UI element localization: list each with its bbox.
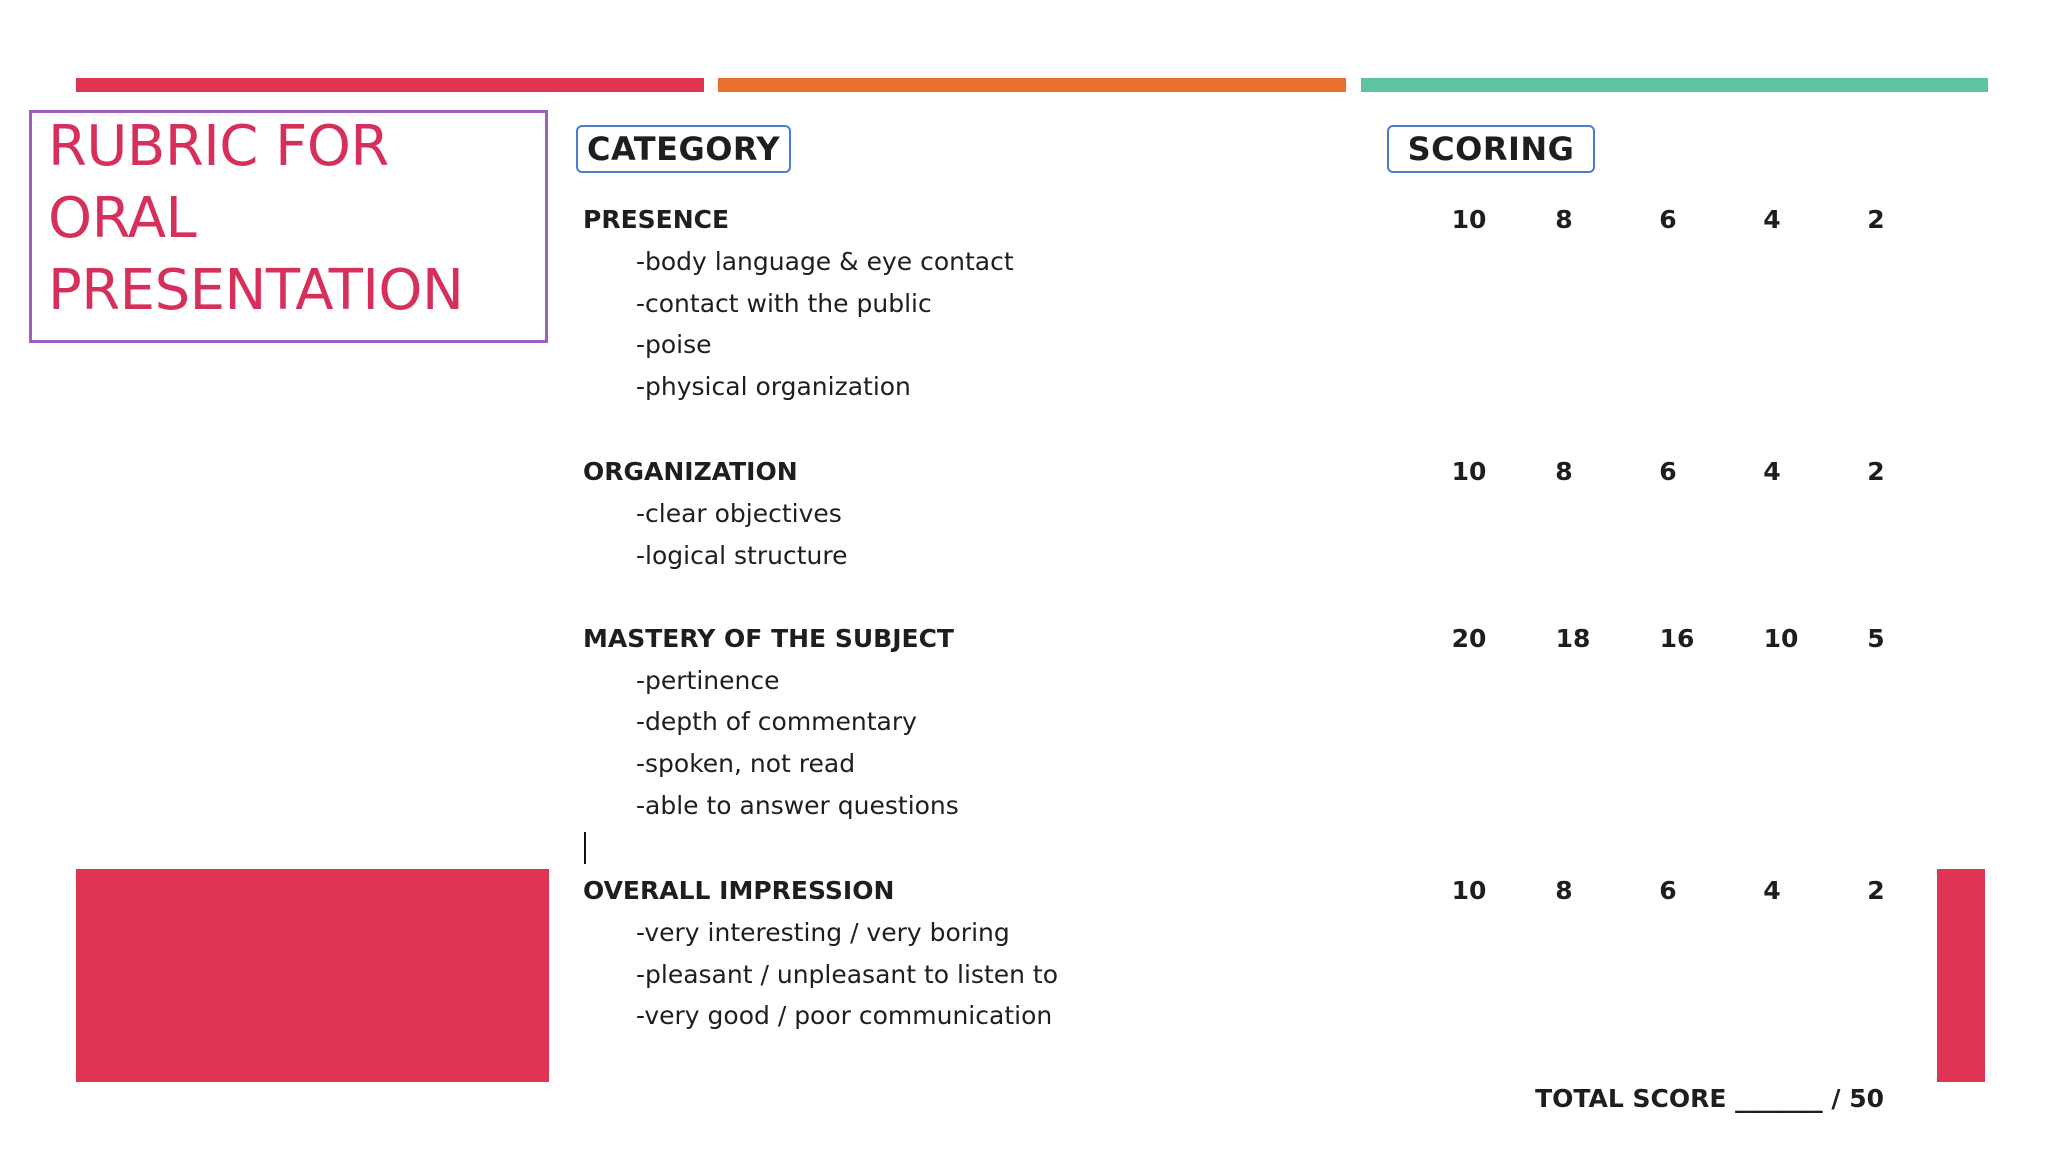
accent-block-right [1937, 869, 1985, 1082]
category-item: -able to answer questions [636, 791, 959, 820]
score-value: 20 [1451, 624, 1487, 653]
score-value: 10 [1451, 205, 1487, 234]
score-value: 6 [1659, 205, 1677, 234]
score-value: 2 [1867, 205, 1885, 234]
score-value: 4 [1763, 457, 1781, 486]
category-header: CATEGORY [576, 125, 791, 173]
title-line-1: RUBRIC FOR [48, 114, 389, 179]
scoring-header: SCORING [1387, 125, 1595, 173]
score-value: 8 [1555, 876, 1573, 905]
score-value: 4 [1763, 876, 1781, 905]
category-item: -spoken, not read [636, 749, 856, 778]
title-line-2: ORAL [48, 186, 197, 251]
category-item: -poise [636, 330, 712, 359]
top-bar-teal [1361, 78, 1988, 92]
total-score: TOTAL SCORE _______ / 50 [1535, 1084, 1884, 1113]
category-item: -contact with the public [636, 289, 932, 318]
category-item: -depth of commentary [636, 707, 917, 736]
top-bar-red [76, 78, 704, 92]
score-value: 6 [1659, 876, 1677, 905]
title-box: RUBRIC FOR ORAL PRESENTATION [29, 110, 548, 343]
category-item: -clear objectives [636, 499, 842, 528]
category-item: -physical organization [636, 372, 911, 401]
score-value: 2 [1867, 876, 1885, 905]
category-title: MASTERY OF THE SUBJECT [583, 624, 954, 653]
score-value: 2 [1867, 457, 1885, 486]
category-item: -pertinence [636, 666, 780, 695]
score-value: 16 [1659, 624, 1695, 653]
category-title: OVERALL IMPRESSION [583, 876, 895, 905]
category-item: -very interesting / very boring [636, 918, 1010, 947]
category-item: -body language & eye contact [636, 247, 1014, 276]
score-value: 5 [1867, 624, 1885, 653]
score-value: 8 [1555, 205, 1573, 234]
score-value: 18 [1555, 624, 1591, 653]
category-title: ORGANIZATION [583, 457, 798, 486]
score-value: 6 [1659, 457, 1677, 486]
top-bar-orange [718, 78, 1346, 92]
category-item: -pleasant / unpleasant to listen to [636, 960, 1059, 989]
category-item: -logical structure [636, 541, 848, 570]
accent-block-left [76, 869, 549, 1082]
score-value: 4 [1763, 205, 1781, 234]
score-value: 8 [1555, 457, 1573, 486]
score-value: 10 [1763, 624, 1799, 653]
category-item: -very good / poor communication [636, 1001, 1053, 1030]
text-cursor [584, 832, 586, 864]
score-value: 10 [1451, 457, 1487, 486]
title-line-3: PRESENTATION [48, 258, 464, 323]
score-value: 10 [1451, 876, 1487, 905]
category-title: PRESENCE [583, 205, 730, 234]
